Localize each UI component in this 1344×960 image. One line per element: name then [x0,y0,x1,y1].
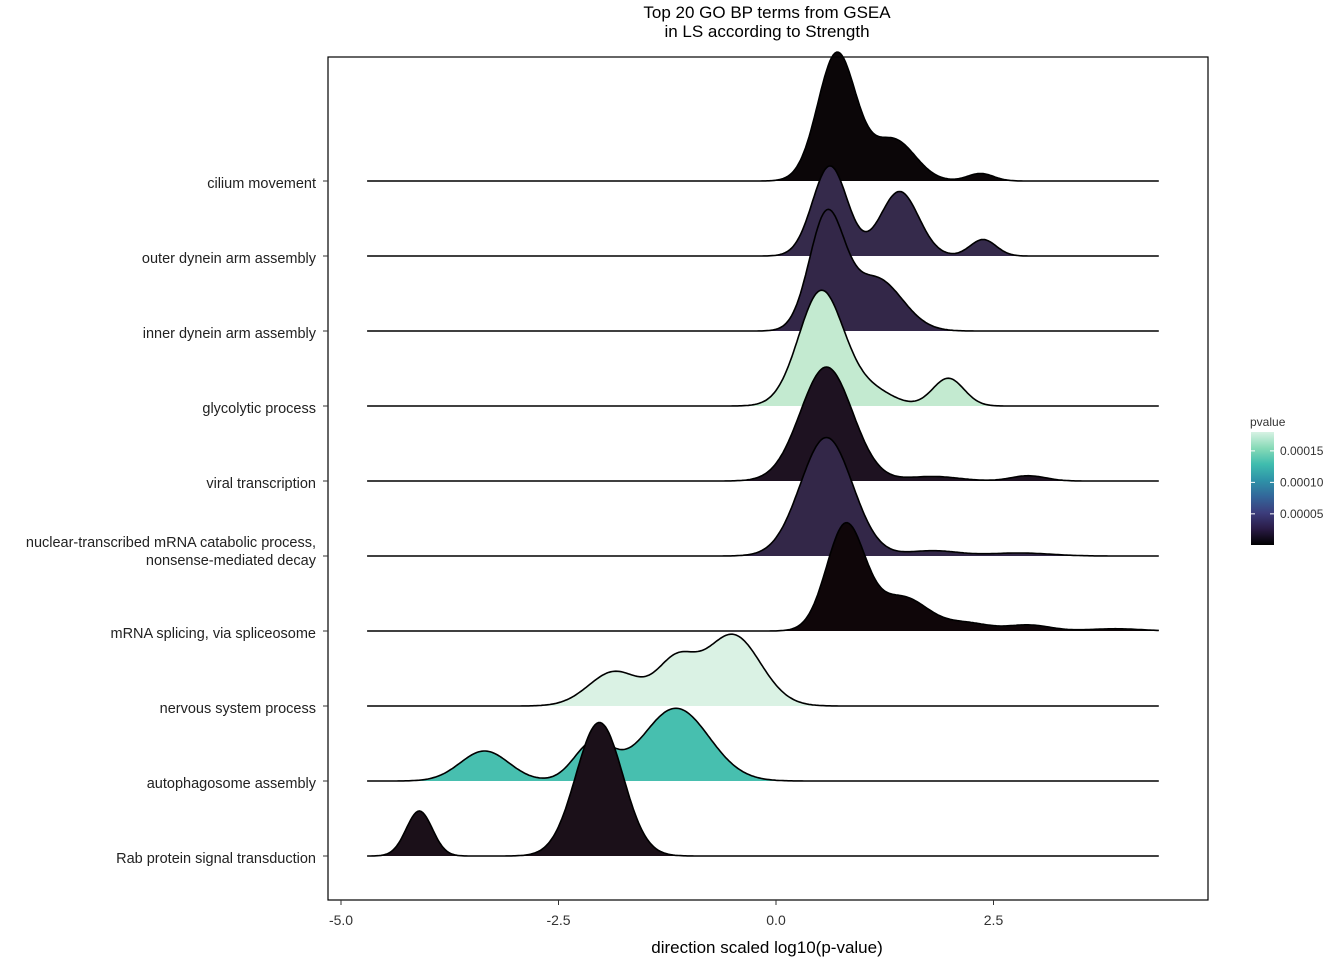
ridge-area [367,437,1159,556]
y-axis-labels: cilium movement outer dynein arm assembly… [26,176,328,867]
ridge-area [367,522,1159,631]
y-tick-label: cilium movement [207,176,316,192]
ridge-area [367,634,1159,706]
ridge [367,633,1159,707]
ridge [367,51,1159,182]
x-tick-label: 0.0 [766,912,786,928]
ridge-area [367,165,1159,256]
legend-tick-label: 0.00015 [1280,444,1324,458]
ridge [367,208,1159,332]
legend-tick-label: 0.00005 [1280,507,1324,521]
ridge-area [367,52,1159,181]
ridge-area [367,722,1159,856]
legend-title: pvalue [1250,415,1286,429]
ridge-outline [367,436,1159,557]
ridge-outline [367,633,1159,707]
x-tick-label: -2.5 [546,912,570,928]
ridge-area [367,367,1159,481]
y-tick-label: outer dynein arm assembly [142,251,317,267]
x-axis: -5.0 -2.5 0.0 2.5 [329,900,1004,928]
ridges-layer [367,51,1159,857]
x-tick-label: -5.0 [329,912,353,928]
ridge-outline [367,521,1159,632]
ridge-area [367,708,1159,781]
ridge-area [367,209,1159,331]
ridge [367,165,1159,257]
legend-colorbar [1251,432,1274,545]
y-tick-label: autophagosome assembly [147,776,317,792]
ridge-outline [367,721,1159,857]
ridge-outline [367,707,1159,782]
chart-title-line-1: Top 20 GO BP terms from GSEA [643,3,891,22]
ridge-area [367,290,1159,406]
y-tick-label: nervous system process [160,701,316,717]
ridge-outline [367,289,1159,407]
ridge [367,436,1159,557]
chart-title: Top 20 GO BP terms from GSEA in LS accor… [643,3,891,41]
ridge [367,289,1159,407]
y-tick-label: mRNA splicing, via spliceosome [111,626,317,642]
y-tick-label: Rab protein signal transduction [116,851,316,867]
plot-panel-border [327,56,1209,901]
legend-tick-label: 0.00010 [1280,475,1324,489]
x-axis-label: direction scaled log10(p-value) [651,938,883,957]
ridge-outline [367,208,1159,332]
y-tick-label: nuclear-transcribed mRNA catabolic proce… [26,535,317,569]
y-tick-label: viral transcription [206,476,316,492]
ridge-outline [367,366,1159,482]
ridge [367,521,1159,632]
ridge [367,366,1159,482]
y-tick-label: inner dynein arm assembly [143,326,317,342]
ridge [367,721,1159,857]
chart-title-line-2: in LS according to Strength [664,22,869,41]
x-tick-label: 2.5 [984,912,1004,928]
ridge [367,707,1159,782]
color-legend: pvalue 0.00005 0.00010 0.00015 [1250,415,1324,545]
ridge-outline [367,165,1159,257]
ridge-outline [367,51,1159,182]
y-tick-label: glycolytic process [202,401,316,417]
